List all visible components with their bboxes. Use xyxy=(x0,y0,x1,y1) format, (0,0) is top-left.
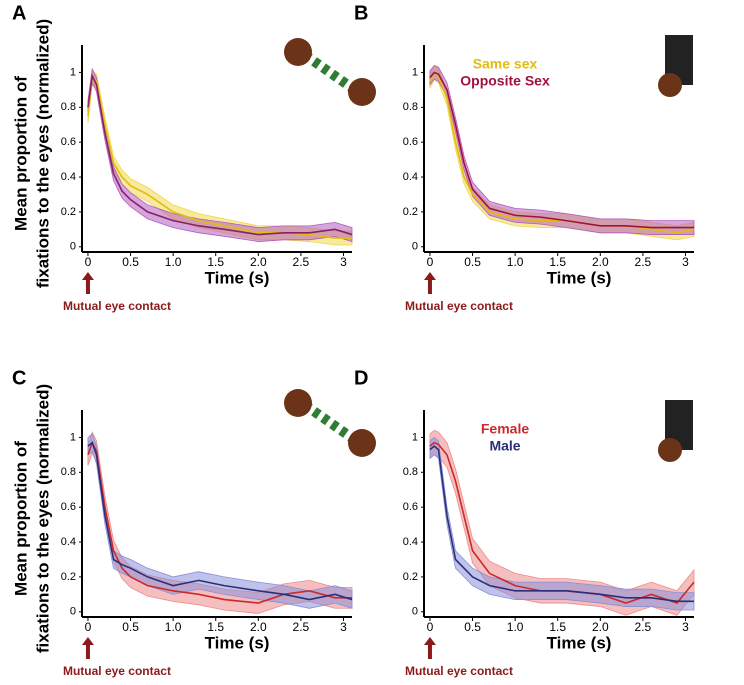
icons xyxy=(284,35,693,462)
monkey-screen-icon xyxy=(658,400,693,462)
y-tick-label: 0.2 xyxy=(61,571,76,583)
x-tick-label: 0.5 xyxy=(464,620,481,634)
y-tick-label: 1 xyxy=(70,431,76,443)
x-tick-label: 0 xyxy=(85,620,92,634)
annotation: Mutual eye contact xyxy=(405,664,513,678)
x-tick-label: 1.5 xyxy=(549,255,566,269)
x-tick-label: 2.5 xyxy=(293,255,310,269)
x-tick-label: 1.5 xyxy=(207,255,224,269)
y-tick-label: 0.2 xyxy=(403,206,418,218)
y-tick-label: 1 xyxy=(412,66,418,78)
y-tick-label: 0.2 xyxy=(61,206,76,218)
series-line xyxy=(429,441,695,604)
y-tick-label: 0.8 xyxy=(61,466,76,478)
y-axis-label: fixations to the eyes (normalized) xyxy=(33,384,52,653)
legend-entry: Male xyxy=(489,438,520,454)
x-tick-label: 1.0 xyxy=(507,255,524,269)
series-line xyxy=(87,441,353,601)
series-line xyxy=(87,76,352,239)
error-band xyxy=(429,64,695,235)
arrow xyxy=(423,637,436,659)
arrow xyxy=(423,272,436,294)
monkey-pair-icon xyxy=(284,38,376,106)
panel-letter: B xyxy=(354,2,368,24)
x-tick-label: 2.5 xyxy=(635,255,652,269)
x-tick-label: 2.0 xyxy=(250,255,267,269)
error-band xyxy=(87,433,353,609)
y-tick-label: 0.8 xyxy=(403,101,418,113)
x-tick-label: 2.5 xyxy=(293,620,310,634)
series-line xyxy=(87,73,353,236)
y-tick-label: 0 xyxy=(412,606,418,618)
y-tick-label: 0 xyxy=(70,241,76,253)
x-tick-label: 3 xyxy=(682,620,689,634)
annotation: Mutual eye contact xyxy=(63,664,171,678)
x-tick-label: 0.5 xyxy=(122,255,139,269)
y-tick-label: 0 xyxy=(70,606,76,618)
y-tick-label: 0.6 xyxy=(61,136,76,148)
plot xyxy=(87,431,353,614)
panel-letter: D xyxy=(354,367,368,389)
monkey-screen-icon xyxy=(658,35,693,97)
annotation: Mutual eye contact xyxy=(405,299,513,313)
x-tick-label: 0 xyxy=(85,255,92,269)
y-tick-label: 0.8 xyxy=(61,101,76,113)
y-tick-label: 0.4 xyxy=(61,171,76,183)
plot xyxy=(429,429,695,616)
x-tick-label: 0.5 xyxy=(122,620,139,634)
series-line xyxy=(429,445,694,603)
x-tick-label: 0.5 xyxy=(464,255,481,269)
x-tick-label: 2.5 xyxy=(635,620,652,634)
series-line xyxy=(429,71,695,234)
y-tick-label: 0.8 xyxy=(403,466,418,478)
x-axis-label: Time (s) xyxy=(205,633,270,652)
x-axis-label: Time (s) xyxy=(205,268,270,287)
monkey-pair-icon xyxy=(284,389,376,457)
error-band xyxy=(87,67,353,243)
x-tick-label: 0 xyxy=(427,255,434,269)
y-tick-label: 1 xyxy=(70,66,76,78)
x-axis-label: Time (s) xyxy=(547,633,612,652)
x-tick-label: 2.0 xyxy=(592,255,609,269)
arrow xyxy=(81,637,94,659)
y-axis-label: Mean proportion of xyxy=(11,76,30,231)
x-tick-label: 2.0 xyxy=(250,620,267,634)
y-tick-label: 0.4 xyxy=(403,171,418,183)
x-axis-label: Time (s) xyxy=(547,268,612,287)
series-line xyxy=(87,440,352,604)
y-tick-label: 0.6 xyxy=(61,501,76,513)
plot xyxy=(87,67,353,246)
x-tick-label: 1.0 xyxy=(507,620,524,634)
x-tick-label: 3 xyxy=(682,255,689,269)
y-tick-label: 0.4 xyxy=(403,536,418,548)
x-tick-label: 1.0 xyxy=(165,255,182,269)
x-tick-label: 3 xyxy=(340,255,347,269)
y-tick-label: 0.6 xyxy=(403,501,418,513)
y-axis-label: Mean proportion of xyxy=(11,441,30,596)
x-tick-label: 2.0 xyxy=(592,620,609,634)
x-tick-label: 0 xyxy=(427,620,434,634)
x-tick-label: 1.0 xyxy=(165,620,182,634)
error-band xyxy=(429,436,695,611)
y-tick-label: 0.6 xyxy=(403,136,418,148)
x-tick-label: 3 xyxy=(340,620,347,634)
series-line xyxy=(429,71,694,229)
plot xyxy=(429,64,695,241)
y-tick-label: 0.4 xyxy=(61,536,76,548)
error-band xyxy=(87,69,353,246)
x-tick-label: 1.5 xyxy=(207,620,224,634)
panel-letter: C xyxy=(12,367,26,389)
y-tick-label: 0 xyxy=(412,241,418,253)
y-tick-label: 1 xyxy=(412,431,418,443)
panel-letter: A xyxy=(12,2,26,24)
legend-entry: Opposite Sex xyxy=(460,73,550,89)
annotation: Mutual eye contact xyxy=(63,299,171,313)
y-tick-label: 0.2 xyxy=(403,571,418,583)
legend-entry: Same sex xyxy=(473,56,538,72)
arrow xyxy=(81,272,94,294)
legend-entry: Female xyxy=(481,421,529,437)
y-axis-label: fixations to the eyes (normalized) xyxy=(33,19,52,288)
x-tick-label: 1.5 xyxy=(549,620,566,634)
